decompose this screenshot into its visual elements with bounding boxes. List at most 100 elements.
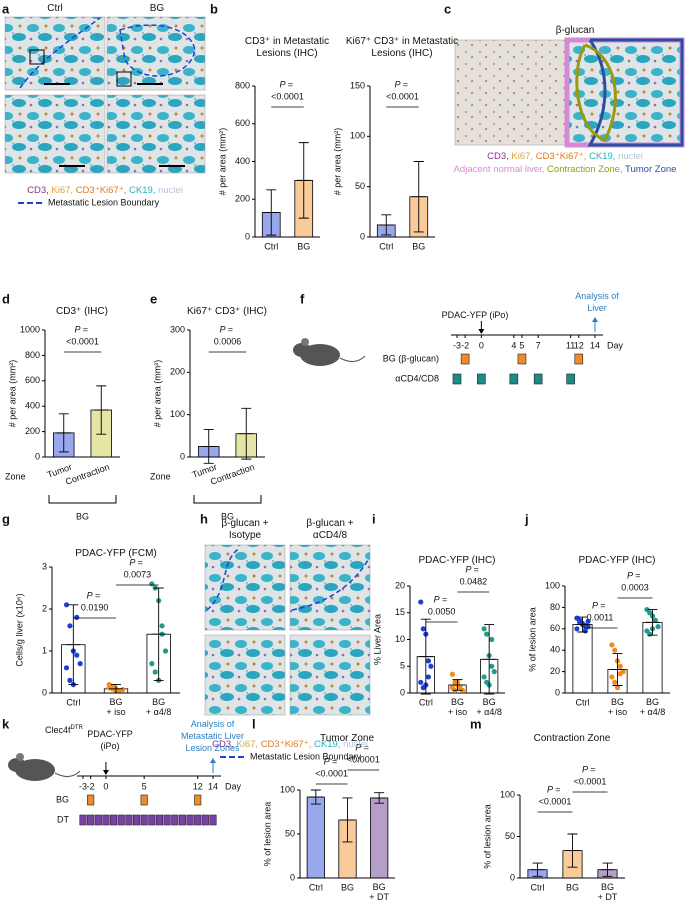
micrograph (289, 634, 371, 716)
data-point (149, 581, 155, 587)
dose-marker (186, 814, 194, 826)
stain-legend: CD3, Ki67, CD3⁺Ki67⁺, CK19, nuclei Adjac… (445, 150, 685, 176)
timeline-day: 0 (103, 781, 108, 791)
data-point (609, 674, 615, 680)
timeline-day: 4 (511, 340, 516, 350)
error-bar (645, 609, 660, 636)
image-header: BG (149, 3, 165, 14)
y-tick-label: 100 (545, 580, 560, 590)
data-point (609, 642, 615, 648)
panel-letter: l (252, 716, 256, 731)
data-point (612, 647, 618, 653)
y-tick-label: 0 (360, 231, 365, 241)
y-tick-label: 10 (395, 634, 405, 644)
y-tick-label: 200 (25, 426, 40, 436)
p-prefix: P = (395, 79, 408, 89)
micrograph (204, 634, 286, 716)
dose-marker (566, 373, 575, 385)
x-tick-label: Ctrl (264, 241, 278, 251)
timeline-day: 12 (193, 781, 203, 791)
data-point (425, 658, 431, 664)
error-bar (482, 624, 497, 695)
y-tick-label: 400 (25, 401, 40, 411)
y-axis-label: # per area (mm²) (332, 128, 342, 196)
x-tick-label: BG (341, 882, 354, 892)
dose-marker (533, 373, 543, 385)
dose-marker (194, 794, 202, 806)
error-bar (450, 679, 465, 691)
y-tick-label: 50 (505, 831, 515, 841)
error-bar (565, 833, 580, 868)
y-tick-label: 5 (400, 661, 405, 671)
chart-title: Ki67⁺ CD3⁺ in Metastatic Lesions (IHC) (345, 36, 459, 59)
data-point (617, 663, 623, 669)
arrow-head (478, 329, 485, 334)
x-tick-label: Ctrl (531, 882, 545, 892)
bar (306, 796, 325, 879)
p-prefix: P = (280, 79, 293, 89)
zone-label: Adjacent normal liver, (453, 164, 545, 175)
y-tick-label: 800 (235, 80, 250, 90)
data-point (159, 623, 165, 629)
y-axis-label: % of lesion area (262, 802, 272, 867)
y-tick-label: 1000 (20, 324, 40, 334)
panel-letter: i (372, 511, 376, 526)
data-point (481, 626, 487, 632)
panel-letter: b (210, 1, 218, 16)
mouse-label: Clec4fDTR (45, 725, 83, 735)
data-point (149, 661, 155, 667)
y-tick-label: 0 (555, 687, 560, 697)
chart-title: Ki67⁺ CD3⁺ (IHC) (186, 306, 267, 317)
error-bar (94, 385, 109, 435)
data-point (162, 648, 169, 654)
y-axis-label: # per area (mm²) (217, 128, 227, 196)
p-value: 0.0003 (621, 582, 649, 592)
data-point (585, 618, 591, 624)
p-value: <0.0001 (386, 91, 419, 101)
x-row-label: Zone (150, 471, 171, 481)
data-point (652, 617, 658, 623)
timeline-day: -3 (453, 340, 461, 350)
chart-title: PDAC-YFP (IHC) (578, 555, 656, 566)
p-value: <0.0001 (539, 796, 572, 806)
panel-letter: k (2, 716, 10, 731)
data-point (655, 624, 661, 630)
y-tick-label: 400 (235, 156, 250, 166)
error-bar (239, 407, 254, 460)
y-tick-label: 50 (285, 828, 295, 838)
data-point (152, 669, 158, 675)
stain-label: nuclei (618, 151, 643, 162)
chart-title: CD3⁺ in Metastatic Lesions (IHC) (244, 36, 330, 59)
y-tick-label: 600 (235, 118, 250, 128)
p-prefix: P = (75, 324, 88, 334)
y-tick-label: 2 (42, 603, 47, 613)
data-point (614, 685, 621, 691)
micrograph (4, 94, 106, 174)
dose-marker (163, 814, 171, 826)
error-bar (151, 587, 166, 681)
p-value: 0.0011 (587, 612, 614, 622)
y-tick-label: 3 (42, 561, 47, 571)
panel-letter: m (470, 716, 482, 731)
dose-marker (509, 373, 519, 385)
data-point (74, 652, 80, 658)
lesion-boundary (206, 547, 241, 611)
y-tick-label: 100 (500, 789, 515, 799)
row-label: BG (56, 794, 69, 804)
y-axis-label: Cells/g liver (x10⁶) (14, 593, 24, 666)
timeline-day: -2 (461, 340, 469, 350)
x-tick-label: BG (412, 241, 425, 251)
dose-marker (155, 814, 164, 826)
chart-title: Contraction Zone (533, 733, 611, 744)
stain-label: CD3, (27, 185, 49, 196)
y-tick-label: 0 (180, 451, 185, 461)
p-prefix: P = (87, 590, 100, 600)
p-prefix: P = (465, 564, 478, 574)
p-value: <0.0001 (315, 768, 348, 778)
timeline-unit: Day (607, 340, 624, 350)
error-bar (600, 862, 615, 877)
lesion-boundary (119, 24, 196, 77)
stain-label: CK19, (314, 739, 341, 750)
data-point (425, 674, 431, 680)
